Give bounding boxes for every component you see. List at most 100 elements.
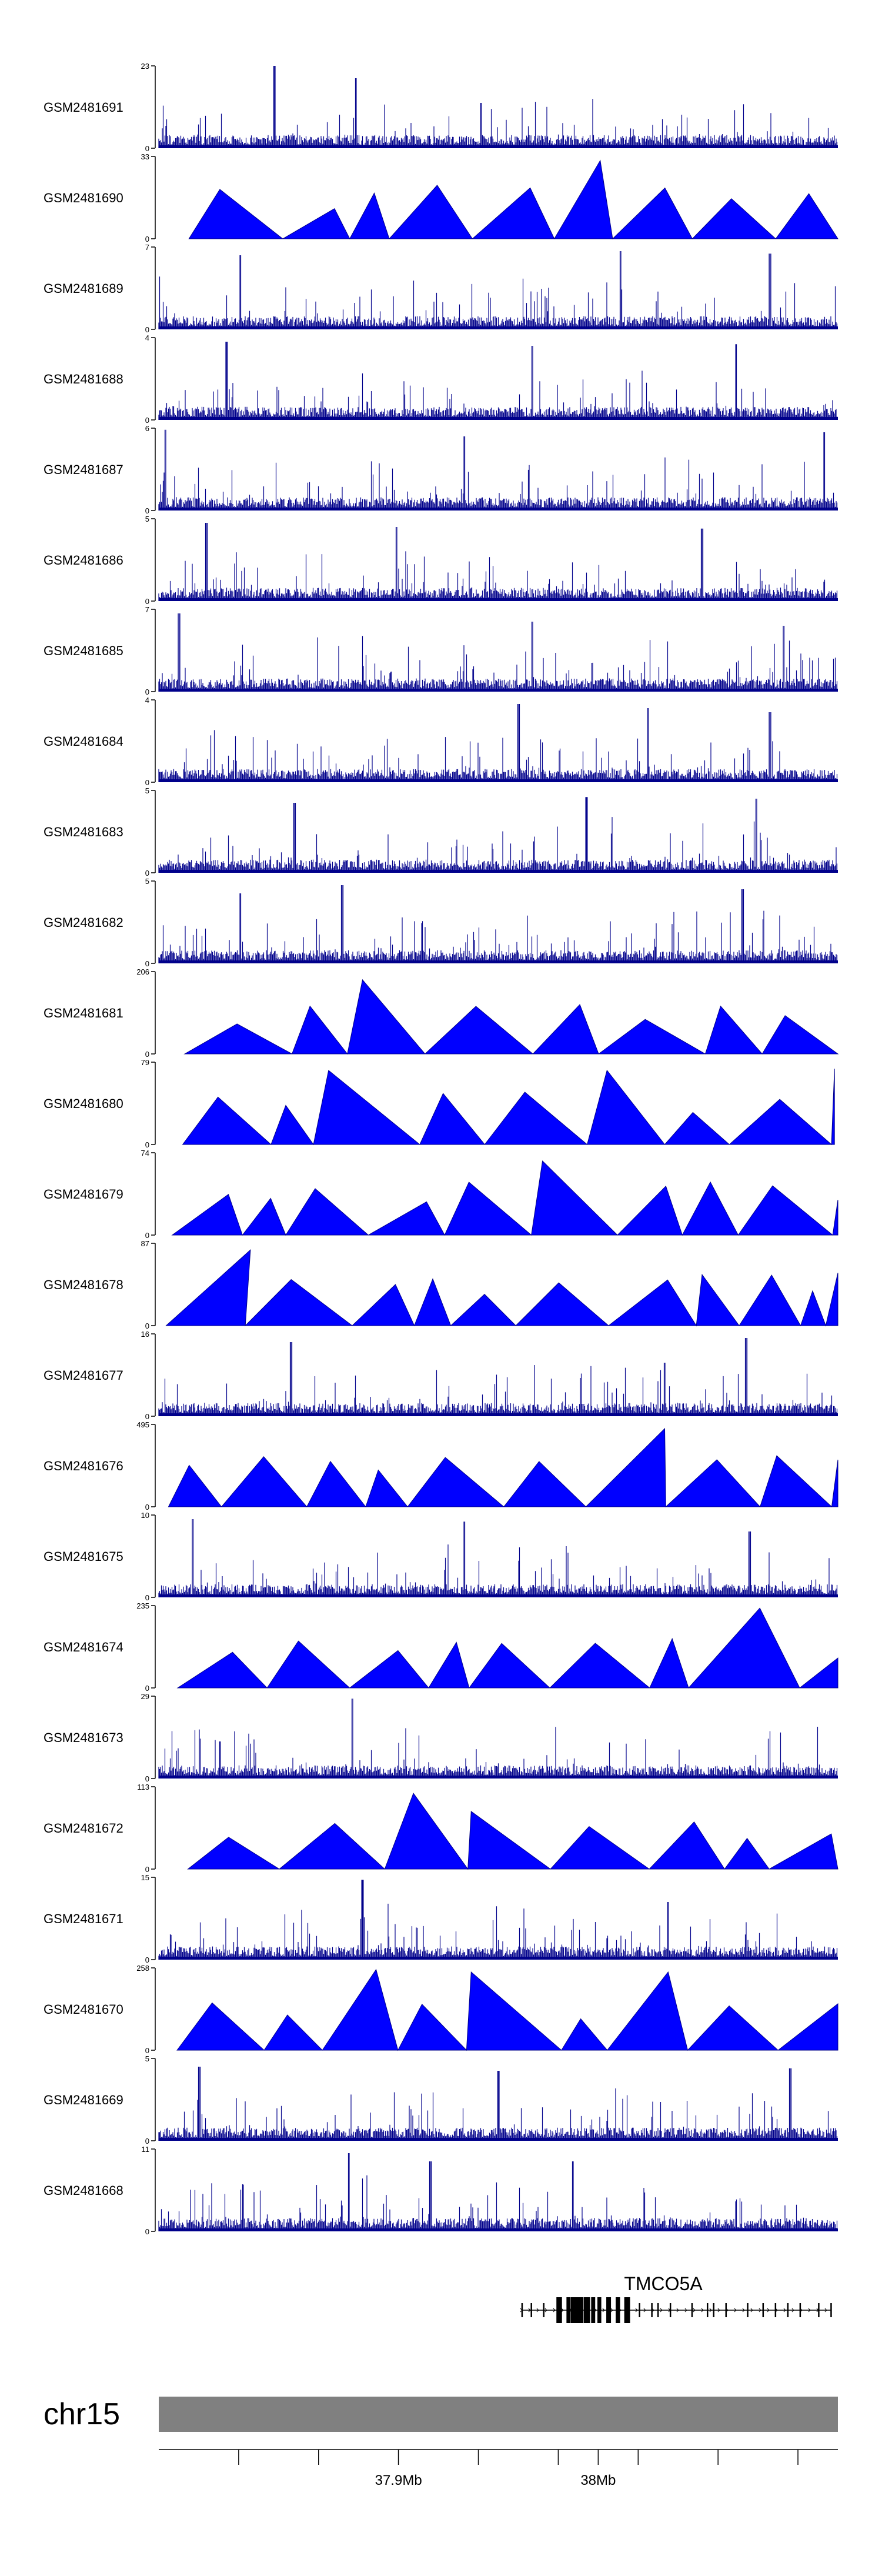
coverage-signal [158,613,838,692]
coverage-baseline [159,145,838,148]
track-GSM2481668: GSM2481668 11 0 [44,2145,838,2236]
gene-exon [583,2297,590,2323]
coverage-area [187,1793,838,1870]
y-min-label: 0 [145,1503,149,1511]
coverage-area [168,1427,838,1508]
y-min-label: 0 [145,778,149,787]
coverage-signal [158,429,838,510]
track-label: GSM2481672 [44,1821,123,1836]
y-max-label: 113 [137,1783,149,1791]
gene-exon [747,2303,749,2317]
gene-exon [787,2303,789,2317]
strand-arrow [767,2308,770,2313]
y-max-label: 5 [145,2054,149,2063]
y-min-label: 0 [145,2046,149,2055]
coverage-area [182,1069,835,1146]
strand-arrow [701,2308,704,2313]
strand-arrow [742,2308,745,2313]
y-max-label: 23 [141,62,149,71]
y-max-label: 79 [141,1058,149,1067]
y-max-label: 33 [141,152,149,161]
track-GSM2481688: GSM2481688 4 0 [44,333,838,425]
coverage-signal [158,1338,838,1416]
track-label: GSM2481677 [44,1368,123,1383]
y-min-label: 0 [145,1956,149,1964]
track-GSM2481681: GSM2481681 206 0 [44,967,839,1059]
gene-exon [818,2303,820,2317]
gene-exon [543,2303,544,2317]
gene-exon [624,2297,630,2323]
track-GSM2481686: GSM2481686 5 0 [44,515,838,606]
track-GSM2481673: GSM2481673 29 0 [44,1692,838,1783]
y-min-label: 0 [145,1140,149,1149]
y-max-label: 206 [136,967,149,976]
strand-arrow [652,2308,654,2313]
track-GSM2481677: GSM2481677 16 0 [44,1330,838,1421]
y-max-label: 10 [141,1511,149,1520]
strand-arrow [709,2308,712,2313]
track-GSM2481689: GSM2481689 7 0 [44,243,838,334]
track-label: GSM2481676 [44,1459,123,1473]
track-label: GSM2481689 [44,281,123,296]
coverage-baseline [159,1957,838,1960]
y-min-label: 0 [145,1593,149,1602]
gene-exon [591,2297,596,2323]
track-label: GSM2481687 [44,462,123,477]
gene-exon [530,2303,532,2317]
y-min-label: 0 [145,1412,149,1421]
track-label: GSM2481673 [44,1730,123,1745]
y-min-label: 0 [145,688,149,696]
y-max-label: 5 [145,877,149,886]
gene-exon [669,2303,671,2317]
track-GSM2481687: GSM2481687 6 0 [44,424,838,515]
y-max-label: 235 [136,1601,149,1610]
coverage-area [176,1607,838,1689]
strand-arrow [610,2308,613,2313]
y-min-label: 0 [145,235,149,243]
axis-tick-label: 37.9Mb [375,2472,422,2488]
coverage-area [176,1968,838,2051]
coverage-signal [158,2153,838,2231]
coverage-signal [158,251,838,329]
y-min-label: 0 [145,1050,149,1059]
coverage-area [188,159,838,240]
coverage-signal [158,66,838,148]
track-label: GSM2481691 [44,100,123,115]
coverage-area [165,1249,838,1327]
gene-exon [556,2297,562,2323]
track-GSM2481680: GSM2481680 79 0 [44,1058,835,1149]
y-min-label: 0 [145,1865,149,1874]
gene-exon [651,2303,653,2317]
track-label: GSM2481682 [44,915,123,930]
strand-arrow [783,2308,786,2313]
strand-arrow [536,2308,539,2313]
strand-arrow [602,2308,605,2313]
strand-arrow [676,2308,679,2313]
strand-arrow [759,2308,761,2313]
coverage-signal [158,1880,838,1960]
y-max-label: 7 [145,605,149,614]
coverage-signal [158,704,838,782]
y-min-label: 0 [145,144,149,153]
gene-exon [616,2297,620,2323]
coverage-baseline [159,2138,838,2141]
track-label: GSM2481684 [44,734,123,749]
coverage-baseline [159,960,838,963]
coverage-baseline [159,2228,838,2231]
y-max-label: 87 [141,1239,149,1248]
strand-arrow [643,2308,646,2313]
strand-arrow [635,2308,638,2313]
coverage-baseline [159,689,838,692]
gene-exon [774,2303,777,2317]
strand-arrow [734,2308,737,2313]
track-GSM2481690: GSM2481690 33 0 [44,152,838,243]
track-GSM2481682: GSM2481682 5 0 [44,877,838,968]
coverage-signal [158,1519,838,1597]
gene-exon [691,2303,693,2317]
strand-arrow [824,2308,827,2313]
coverage-signal [158,523,838,601]
strand-arrow [693,2308,696,2313]
data-tracks: GSM2481691230GSM2481690330GSM248168970GS… [44,62,839,2236]
y-max-label: 74 [141,1149,149,1157]
coverage-area [183,979,839,1055]
